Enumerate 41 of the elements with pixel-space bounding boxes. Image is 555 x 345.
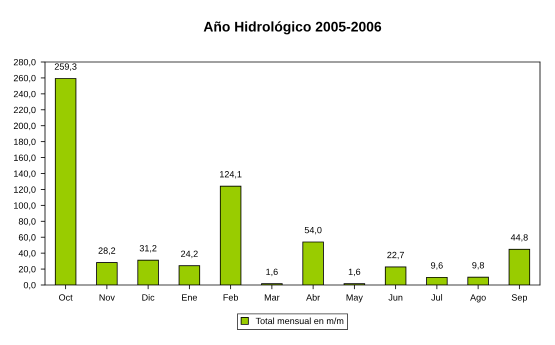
x-tick-label: Ene (182, 294, 198, 301)
x-tick-label: Abr (306, 294, 320, 301)
data-label: 54,0 (304, 226, 322, 234)
x-tick-label: Feb (224, 294, 238, 301)
y-tick-label: 160,0 (14, 154, 36, 162)
data-label: 31,2 (140, 245, 156, 252)
y-tick-label: 120,0 (14, 186, 36, 194)
y-tick-label: 100,0 (14, 202, 36, 210)
data-label: 22,7 (387, 252, 404, 260)
data-label: 1,6 (348, 268, 360, 276)
data-label: 44,8 (510, 234, 528, 242)
data-label: 9,8 (472, 262, 484, 270)
y-tick-label: 260,0 (14, 74, 36, 82)
x-tick-label: May (346, 294, 363, 302)
x-tick-label: Nov (100, 294, 115, 301)
y-tick-label: 180,0 (14, 138, 36, 146)
y-tick-label: 60,0 (18, 234, 36, 242)
y-tick-label: 140,0 (14, 170, 36, 178)
chart-title: Año Hidrológico 2005-2006 (204, 21, 382, 34)
x-tick-label: Dic (142, 294, 154, 301)
data-label: 1,6 (266, 268, 278, 276)
data-label: 9,6 (431, 262, 443, 270)
y-tick-label: 220,0 (14, 106, 36, 114)
y-tick-label: 200,0 (14, 122, 36, 130)
data-label: 24,2 (181, 250, 198, 258)
y-tick-label: 240,0 (14, 90, 36, 98)
legend-label: Total mensual en m/m (256, 318, 344, 324)
x-tick-label: Jul (431, 294, 442, 301)
y-tick-label: 280,0 (14, 58, 36, 66)
data-label: 28,2 (98, 247, 116, 255)
x-tick-label: Oct (59, 294, 73, 301)
y-tick-label: 80,0 (18, 218, 36, 226)
data-label: 259,3 (54, 63, 77, 71)
y-tick-label: 20,0 (18, 266, 36, 274)
x-tick-label: Mar (264, 294, 280, 301)
data-label: 124,1 (220, 171, 242, 178)
x-tick-label: Ago (470, 294, 486, 302)
x-tick-label: Jun (388, 294, 402, 301)
y-tick-label: 40,0 (18, 250, 36, 258)
y-tick-label: 0,0 (24, 282, 36, 290)
x-tick-label: Sep (512, 294, 528, 302)
